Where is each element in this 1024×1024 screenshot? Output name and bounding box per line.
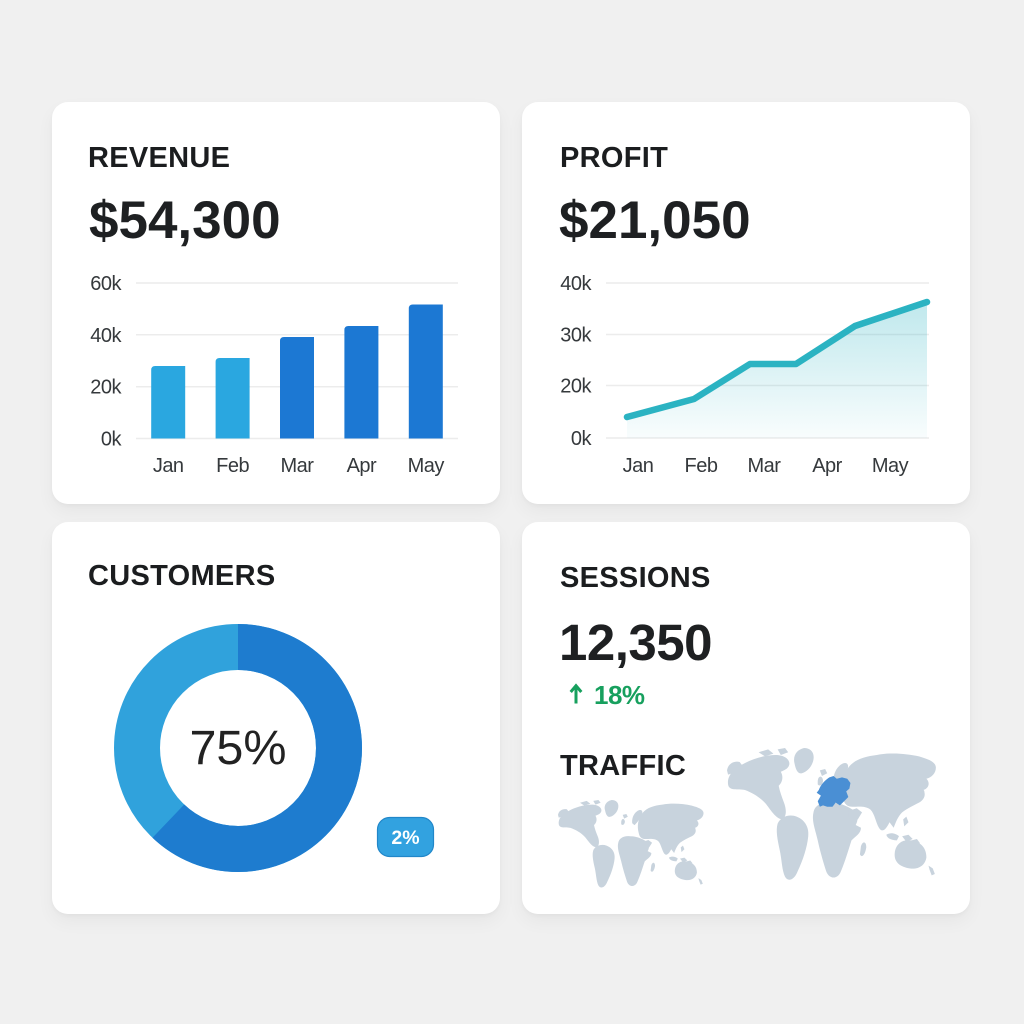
svg-text:Apr: Apr — [812, 455, 842, 477]
svg-text:Feb: Feb — [216, 455, 249, 477]
svg-text:20k: 20k — [560, 376, 592, 398]
svg-text:40k: 40k — [90, 325, 122, 347]
svg-text:20k: 20k — [90, 377, 122, 399]
svg-text:40k: 40k — [560, 273, 592, 295]
svg-text:May: May — [408, 455, 445, 477]
svg-text:Jan: Jan — [153, 455, 184, 477]
svg-text:0k: 0k — [571, 428, 593, 450]
svg-text:75%: 75% — [189, 721, 286, 775]
svg-text:May: May — [872, 455, 909, 477]
svg-text:Jan: Jan — [623, 455, 654, 477]
svg-text:Apr: Apr — [347, 455, 377, 477]
svg-text:60k: 60k — [90, 273, 122, 295]
svg-text:30k: 30k — [560, 325, 592, 347]
svg-text:0k: 0k — [101, 429, 123, 451]
svg-text:Mar: Mar — [748, 455, 782, 477]
svg-text:Feb: Feb — [685, 455, 718, 477]
svg-text:Mar: Mar — [281, 455, 315, 477]
svg-text:2%: 2% — [391, 827, 419, 849]
